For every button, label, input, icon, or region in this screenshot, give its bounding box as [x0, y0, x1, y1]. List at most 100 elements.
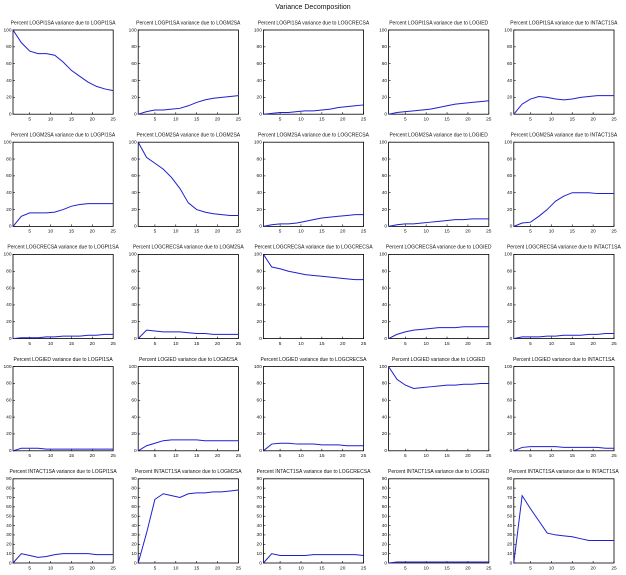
y-tick-label: 40: [131, 190, 137, 196]
chart-title: Percent LOGCRECSA variance due to LOGIED: [386, 245, 492, 251]
y-tick-label: 0: [259, 336, 262, 342]
plot-frame: [262, 141, 364, 227]
y-tick-label: 0: [259, 224, 262, 230]
series-line: [513, 95, 614, 115]
plot-frame: [262, 253, 364, 339]
y-tick-label: 40: [257, 78, 263, 84]
series-line: [388, 218, 489, 227]
x-tick-label: 25: [111, 453, 117, 459]
y-tick-label: 80: [6, 485, 12, 491]
x-tick-label: 15: [194, 116, 200, 122]
y-tick-label: 10: [257, 551, 263, 557]
y-tick-label: 40: [507, 523, 513, 529]
y-tick-label: 40: [131, 302, 137, 308]
y-tick-label: 10: [6, 551, 12, 557]
y-tick-label: 60: [507, 398, 513, 404]
x-tick-label: 20: [90, 341, 96, 347]
y-tick-label: 80: [382, 44, 388, 50]
y-tick-label: 0: [259, 111, 262, 117]
y-tick-label: 40: [382, 302, 388, 308]
y-tick-label: 100: [504, 364, 512, 370]
x-tick-label: 15: [69, 341, 75, 347]
y-tick-label: 20: [257, 542, 263, 548]
y-tick-label: 0: [510, 448, 513, 454]
y-tick-label: 60: [131, 173, 137, 179]
x-tick-label: 20: [465, 116, 471, 122]
y-tick-label: 80: [131, 381, 137, 387]
x-tick-label: 20: [340, 229, 346, 235]
x-tick-label: 25: [486, 453, 492, 459]
y-tick-label: 60: [131, 285, 137, 291]
y-tick-label: 20: [382, 542, 388, 548]
series-line: [138, 95, 239, 115]
y-tick-label: 80: [6, 269, 12, 275]
series-line: [513, 192, 614, 227]
x-tick-label: 15: [444, 229, 450, 235]
x-tick-label: 20: [465, 229, 471, 235]
x-tick-label: 15: [444, 341, 450, 347]
y-tick-label: 40: [257, 190, 263, 196]
x-tick-label: 5: [154, 341, 157, 347]
series-line: [12, 447, 114, 452]
y-tick-label: 60: [6, 173, 12, 179]
x-tick-label: 10: [549, 565, 555, 571]
x-tick-label: 20: [465, 453, 471, 459]
series-line: [12, 553, 114, 564]
x-tick-label: 5: [529, 116, 532, 122]
x-tick-label: 10: [173, 341, 179, 347]
y-tick-label: 20: [131, 542, 137, 548]
y-tick-label: 60: [382, 285, 388, 291]
y-tick-label: 90: [257, 476, 263, 482]
x-tick-label: 5: [404, 453, 407, 459]
x-tick-label: 5: [529, 341, 532, 347]
x-tick-label: 5: [404, 565, 407, 571]
x-tick-label: 25: [236, 341, 242, 347]
y-tick-label: 20: [507, 207, 513, 213]
x-tick-label: 15: [319, 229, 325, 235]
x-tick-label: 25: [611, 341, 617, 347]
plot-frame: [137, 253, 239, 339]
x-tick-label: 5: [28, 116, 31, 122]
y-tick-label: 20: [131, 95, 137, 101]
y-tick-label: 30: [382, 532, 388, 538]
x-tick-label: 5: [529, 565, 532, 571]
plot-frame: [388, 253, 490, 339]
x-tick-label: 25: [611, 453, 617, 459]
series-line: [263, 214, 364, 227]
x-tick-label: 5: [154, 453, 157, 459]
y-tick-label: 0: [384, 336, 387, 342]
y-tick-label: 60: [6, 61, 12, 67]
x-tick-label: 10: [424, 229, 430, 235]
x-tick-label: 10: [48, 229, 54, 235]
plot-frame: [137, 366, 239, 452]
x-tick-label: 15: [194, 565, 200, 571]
plot-frame: [12, 253, 114, 339]
x-tick-label: 10: [298, 116, 304, 122]
y-tick-label: 0: [384, 560, 387, 566]
x-tick-label: 20: [590, 453, 596, 459]
x-tick-label: 5: [279, 341, 282, 347]
y-tick-label: 40: [6, 78, 12, 84]
y-tick-label: 60: [382, 504, 388, 510]
x-tick-label: 25: [611, 565, 617, 571]
series-line: [263, 442, 364, 452]
plot-frame: [12, 366, 114, 452]
y-tick-label: 0: [510, 336, 513, 342]
y-tick-label: 60: [507, 504, 513, 510]
series-line: [263, 104, 364, 115]
y-tick-label: 30: [507, 532, 513, 538]
y-tick-label: 100: [504, 139, 512, 145]
x-tick-label: 10: [424, 565, 430, 571]
x-tick-label: 20: [465, 341, 471, 347]
y-tick-label: 60: [131, 398, 137, 404]
series-line: [388, 561, 489, 564]
chart-title: Percent LOGPI1SA variance due to LOGCREC…: [258, 20, 370, 26]
y-tick-label: 20: [382, 95, 388, 101]
y-tick-label: 0: [9, 111, 12, 117]
chart-title: Percent INTACT1SA variance due to LOGPI1…: [10, 469, 118, 475]
x-tick-label: 10: [298, 453, 304, 459]
y-tick-label: 80: [131, 485, 137, 491]
x-tick-label: 15: [69, 565, 75, 571]
x-tick-label: 5: [28, 453, 31, 459]
plot-frame: [262, 366, 364, 452]
